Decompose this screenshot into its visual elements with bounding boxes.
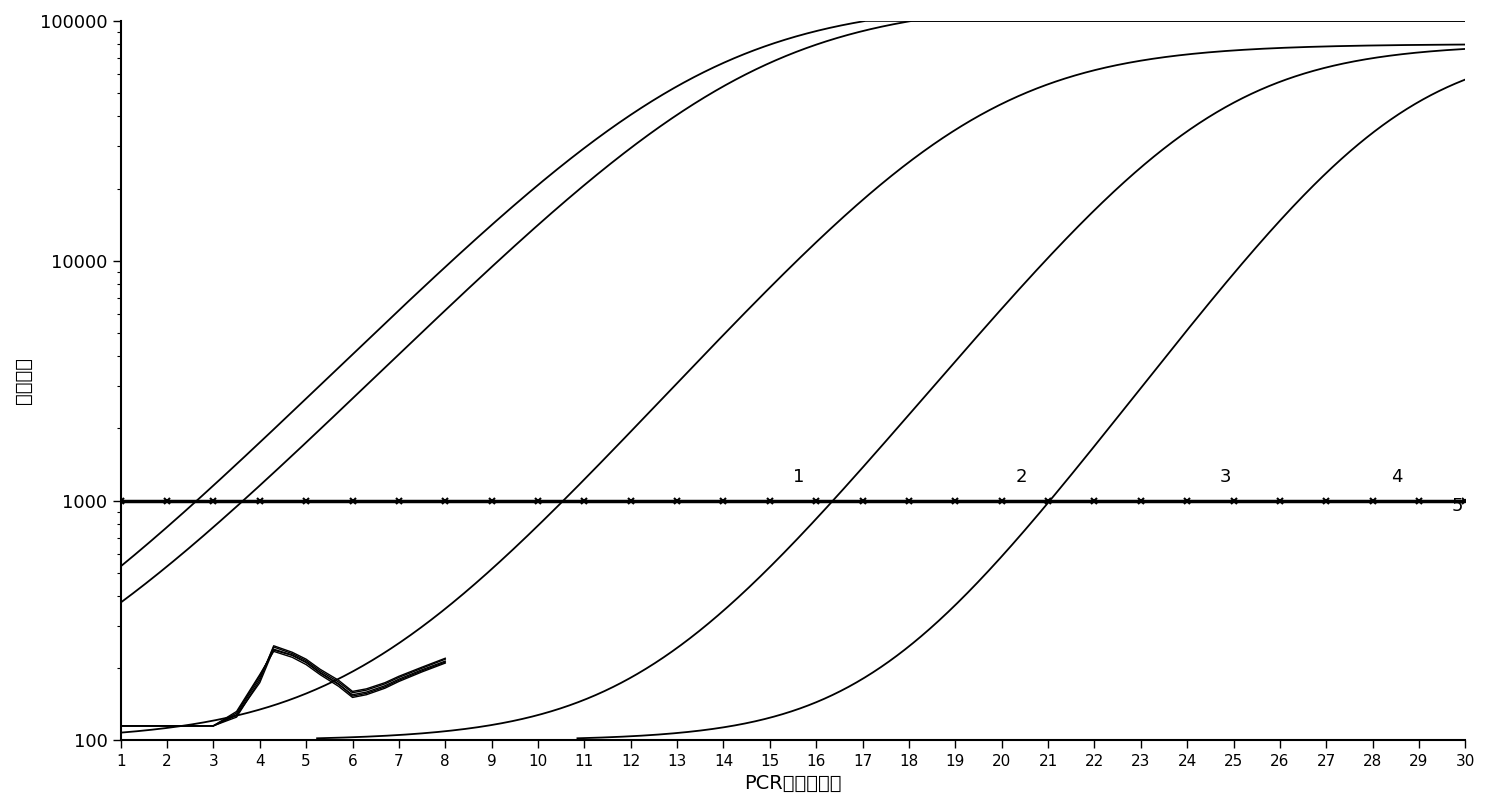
Text: 5: 5 [1452,497,1464,515]
Text: 3: 3 [1219,468,1231,486]
Text: 2: 2 [1015,468,1027,486]
Y-axis label: 荧光强度: 荧光强度 [13,358,33,404]
Text: 4: 4 [1391,468,1403,486]
Text: 1: 1 [794,468,804,486]
X-axis label: PCR反应循环数: PCR反应循环数 [744,774,841,793]
